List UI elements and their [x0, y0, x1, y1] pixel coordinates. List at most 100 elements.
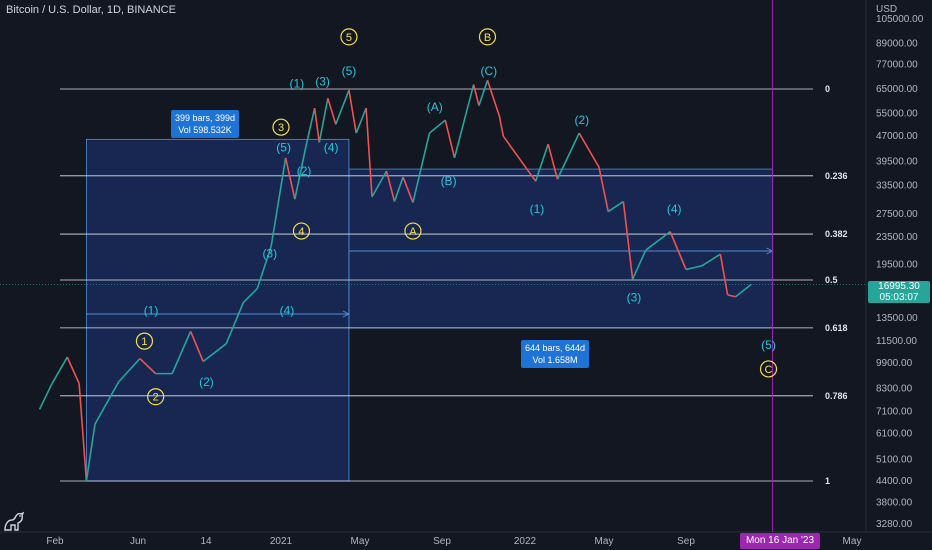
y-tick-label: 3280.00	[876, 519, 913, 530]
measure-bars-label: 399 bars, 399d	[175, 113, 236, 123]
price-segment	[66, 356, 80, 384]
price-segment	[327, 98, 337, 125]
price-segment	[51, 356, 68, 384]
price-segment	[622, 201, 634, 280]
wave-label: (3)	[315, 74, 330, 88]
x-tick-label: May	[351, 536, 370, 547]
wave-label: (2)	[574, 113, 589, 127]
bar-countdown: 05:03:07	[879, 292, 919, 303]
price-segment	[365, 108, 373, 197]
wave-label-circled: 5	[346, 32, 352, 44]
axis-currency: USD	[876, 4, 898, 15]
price-segment	[225, 302, 245, 345]
wave-label-circled: 2	[153, 392, 159, 404]
wave-label-circled: A	[409, 226, 417, 238]
price-segment	[498, 115, 505, 137]
y-tick-label: 105000.00	[876, 14, 924, 25]
symbol-title[interactable]: Bitcoin / U.S. Dollar, 1D, BINANCE	[6, 4, 176, 16]
y-tick-label: 11500.00	[876, 336, 917, 347]
measure-vol-label: Vol 1.658M	[532, 355, 578, 365]
y-tick-label: 13500.00	[876, 313, 918, 324]
price-segment	[685, 264, 703, 271]
wave-label: (3)	[262, 246, 277, 260]
price-segment	[428, 119, 446, 134]
wave-label-circled: 1	[141, 336, 147, 348]
price-segment	[85, 424, 96, 482]
price-segment	[318, 98, 329, 143]
y-tick-label: 89000.00	[876, 38, 918, 49]
price-segment	[256, 246, 272, 289]
wave-label-circled: 3	[278, 122, 284, 134]
last-price-tag: 16995.30 05:03:07	[868, 281, 930, 303]
wave-label: (5)	[342, 64, 357, 78]
price-segment	[402, 176, 414, 203]
x-tick-label: 2022	[514, 536, 537, 547]
price-segment	[727, 294, 736, 298]
fib-level-label: 1	[825, 476, 830, 486]
x-tick-label: May	[843, 536, 862, 547]
x-tick-label: Sep	[677, 536, 695, 547]
wave-labels: (1) (2) (3) (4) (5) (1) (2) (3) (4) (5) (A) (B) (C) (…	[135, 28, 778, 406]
x-tick-label: Sep	[433, 536, 451, 547]
price-segment	[701, 253, 721, 267]
measure-range-box	[85, 138, 350, 482]
price-segment	[294, 145, 307, 200]
fib-level-label: 0.5	[825, 275, 838, 285]
y-tick-label: 3800.00	[876, 497, 913, 508]
wave-label: (4)	[280, 303, 295, 317]
price-segment	[478, 80, 489, 106]
fib-level-label: 0.786	[825, 391, 848, 401]
wave-label: (B)	[441, 174, 457, 188]
price-segment	[412, 132, 431, 203]
y-tick-label: 7100.00	[876, 406, 913, 417]
price-segment	[393, 176, 404, 202]
wave-circle	[147, 388, 165, 406]
price-segment	[305, 107, 316, 146]
price-segment	[453, 84, 475, 159]
x-tick-label: 2021	[270, 536, 293, 547]
price-segment	[94, 381, 120, 425]
y-tick-label: 47000.00	[876, 131, 918, 142]
price-segment	[335, 89, 350, 125]
price-segment	[242, 288, 258, 304]
wave-label: (C)	[480, 64, 497, 78]
x-tick-label: Jun	[130, 536, 146, 547]
y-tick-label: 39500.00	[876, 157, 918, 168]
price-segment	[607, 200, 624, 213]
wave-label: (A)	[427, 100, 443, 114]
price-segment	[444, 119, 456, 159]
date-marker-tag: Mon 16 Jan '23	[740, 533, 820, 549]
fib-levels: 0 0.236 0.382 0.5 0.618 0.786 1	[0, 0, 866, 532]
price-segment	[556, 132, 580, 180]
wave-circle	[478, 28, 497, 46]
y-tick-label: 5100.00	[876, 455, 913, 466]
wave-label-circled: 4	[298, 226, 304, 238]
price-segment	[534, 143, 549, 182]
price-segment	[472, 84, 480, 106]
measure-ranges	[85, 138, 774, 482]
price-segment	[486, 80, 501, 117]
price-segment	[598, 166, 609, 212]
wave-circle	[404, 222, 422, 240]
wave-label: (5)	[276, 140, 291, 154]
y-tick-label: 4400.00	[876, 476, 913, 487]
wave-circle	[272, 118, 290, 136]
price-segment	[371, 170, 388, 198]
wave-circle	[759, 360, 778, 378]
price-segment	[348, 89, 357, 134]
price-segment	[578, 132, 600, 168]
y-tick-label: 19500.00	[876, 259, 918, 270]
fib-level-label: 0.236	[825, 171, 848, 181]
measure-bars-label: 644 bars, 644d	[525, 343, 586, 353]
price-segment	[202, 343, 227, 363]
y-tick-label: 77000.00	[876, 59, 918, 70]
wave-label: (2)	[297, 164, 312, 178]
price-segment	[502, 135, 537, 182]
tradingview-logo-icon[interactable]	[2, 510, 26, 534]
y-tick-label: 8300.00	[876, 384, 913, 395]
fib-level-label: 0	[825, 84, 830, 94]
y-tick-label: 65000.00	[876, 84, 918, 95]
wave-label-circled: C	[765, 364, 773, 376]
